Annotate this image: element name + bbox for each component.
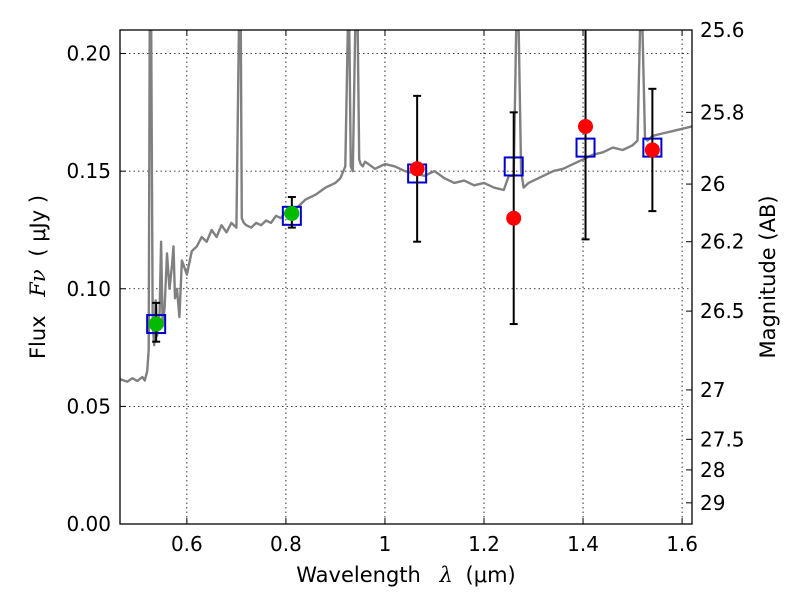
x-tick-label-1: 0.8: [270, 532, 302, 556]
y-axis-label: Flux Fν ( μJy ): [26, 195, 50, 359]
x-axis-label: Wavelength λ (μm): [296, 563, 515, 587]
y-tick-label-0: 0.00: [66, 512, 111, 536]
y-axis-label-symbol: Fν: [26, 269, 50, 298]
y-axis-label-unit: ( μJy ): [26, 195, 50, 257]
observed-point-1-1: [506, 210, 522, 226]
x-axis-label-text: Wavelength: [296, 563, 421, 587]
y-tick-label-4: 0.20: [66, 42, 111, 66]
mag-tick-label-2: 26: [700, 172, 725, 196]
y-tick-label-2: 0.10: [66, 277, 111, 301]
observed-point-0-1: [284, 205, 300, 221]
x-tick-label-4: 1.4: [567, 532, 599, 556]
secondary-y-axis-label: Magnitude (AB): [756, 195, 780, 358]
mag-tick-label-3: 26.2: [700, 230, 745, 254]
observed-point-1-2: [578, 118, 594, 134]
x-axis-label-unit: (μm): [466, 563, 516, 587]
mag-tick-label-5: 27: [700, 378, 725, 402]
y-tick-label-1: 0.05: [66, 394, 111, 418]
y-axis-label-text: Flux: [26, 315, 50, 359]
mag-tick-label-0: 25.6: [700, 18, 745, 42]
mag-tick-label-6: 27.5: [700, 427, 745, 451]
mag-tick-label-8: 29: [700, 491, 725, 515]
observed-point-1-0: [409, 161, 425, 177]
x-tick-label-0: 0.6: [171, 532, 203, 556]
y-tick-label-3: 0.15: [66, 159, 111, 183]
x-axis-label-symbol: λ: [439, 563, 453, 587]
grid: [120, 30, 692, 525]
axes-frame: [119, 29, 693, 525]
mag-tick-label-1: 25.8: [700, 100, 745, 124]
observed-point-0-0: [148, 316, 164, 332]
observed-point-1-3: [644, 142, 660, 158]
x-tick-label-5: 1.6: [666, 532, 698, 556]
x-tick-label-3: 1.2: [468, 532, 500, 556]
ticks: 0.6 0.8 1 1.2 1.4 1.6 0.00 0.05 0.10 0.15 0.20 25.6…: [66, 18, 744, 556]
plot-area: [120, 30, 692, 383]
mag-tick-label-4: 26.5: [700, 299, 745, 323]
model-spectrum-line: [120, 30, 692, 383]
mag-tick-label-7: 28: [700, 458, 725, 482]
x-tick-label-2: 1: [379, 532, 392, 556]
